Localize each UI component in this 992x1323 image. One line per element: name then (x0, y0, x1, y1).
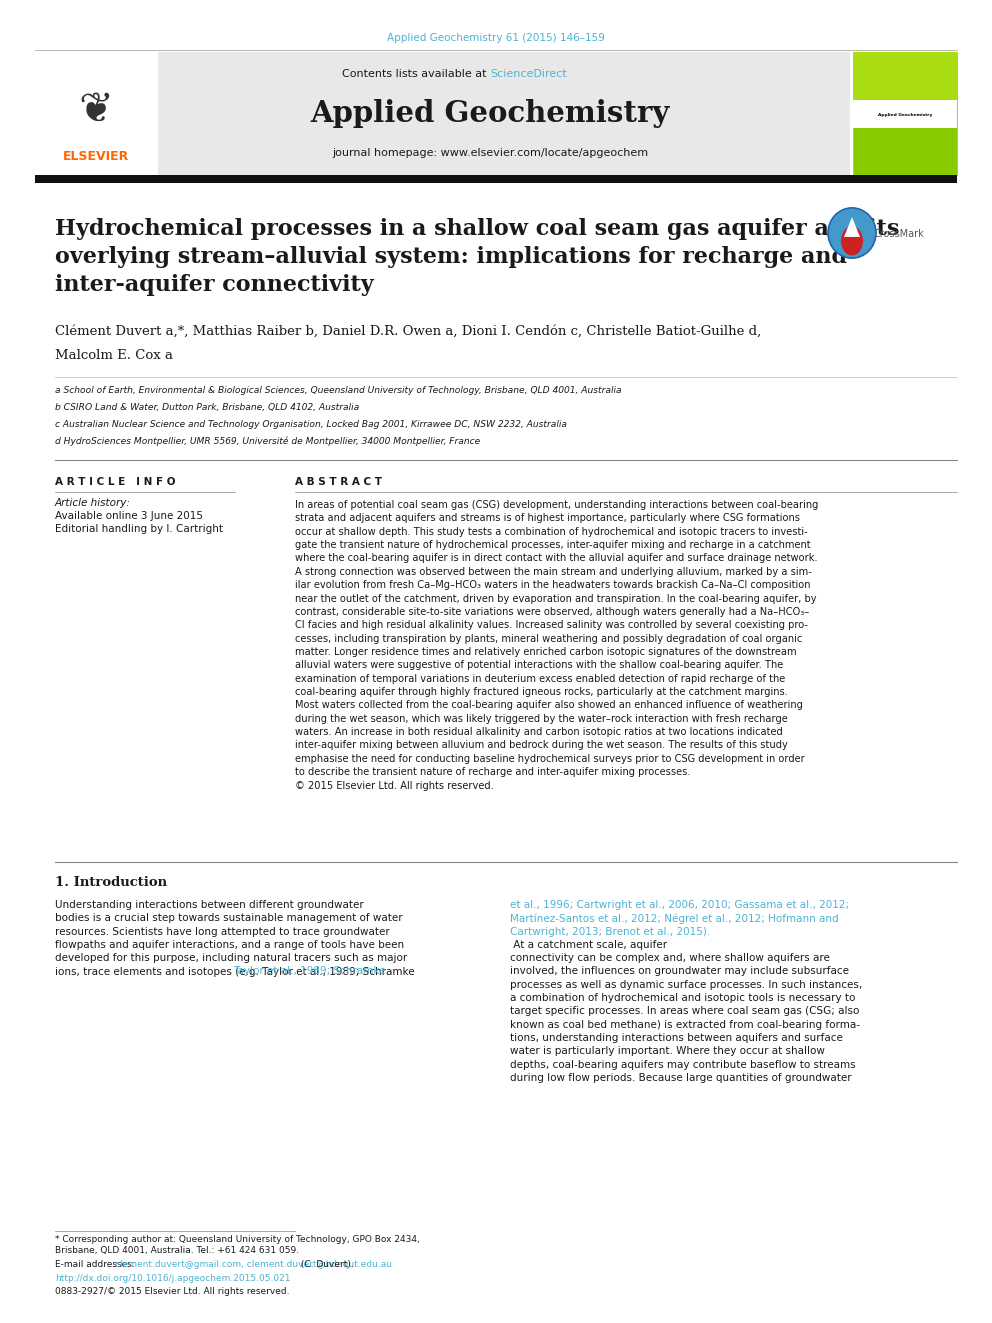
Text: Taylor et al., 1989; Schramke: Taylor et al., 1989; Schramke (233, 966, 386, 976)
Text: Available online 3 June 2015: Available online 3 June 2015 (55, 511, 203, 521)
Polygon shape (844, 217, 860, 237)
Text: clement.duvert@gmail.com, clement.duvert@hdr.qut.edu.au: clement.duvert@gmail.com, clement.duvert… (115, 1259, 392, 1269)
Text: * Corresponding author at: Queensland University of Technology, GPO Box 2434,
Br: * Corresponding author at: Queensland Un… (55, 1234, 420, 1256)
Ellipse shape (828, 208, 876, 258)
Text: ELSEVIER: ELSEVIER (62, 151, 129, 164)
Text: Article history:: Article history: (55, 497, 131, 508)
Text: d HydroSciences Montpellier, UMR 5569, Université de Montpellier, 34000 Montpell: d HydroSciences Montpellier, UMR 5569, U… (55, 437, 480, 446)
Text: CrossMark: CrossMark (873, 229, 924, 239)
Text: Applied Geochemistry: Applied Geochemistry (878, 112, 932, 116)
Bar (35, 175, 957, 183)
Text: Contents lists available at: Contents lists available at (342, 69, 490, 79)
Text: Hydrochemical processes in a shallow coal seam gas aquifer and its
overlying str: Hydrochemical processes in a shallow coa… (55, 218, 900, 296)
Text: Applied Geochemistry: Applied Geochemistry (310, 98, 670, 127)
Text: Malcolm E. Cox a: Malcolm E. Cox a (55, 349, 173, 363)
Text: Understanding interactions between different groundwater
bodies is a crucial ste: Understanding interactions between diffe… (55, 900, 415, 976)
Text: In areas of potential coal seam gas (CSG) development, understanding interaction: In areas of potential coal seam gas (CSG… (295, 500, 818, 791)
Text: http://dx.doi.org/10.1016/j.apgeochem.2015.05.021: http://dx.doi.org/10.1016/j.apgeochem.20… (55, 1274, 291, 1283)
Text: a School of Earth, Environmental & Biological Sciences, Queensland University of: a School of Earth, Environmental & Biolo… (55, 386, 622, 396)
Text: Editorial handling by I. Cartright: Editorial handling by I. Cartright (55, 524, 223, 534)
Text: ❦: ❦ (78, 89, 113, 131)
Text: E-mail addresses:: E-mail addresses: (55, 1259, 138, 1269)
Text: Clément Duvert a,*, Matthias Raiber b, Daniel D.R. Owen a, Dioni I. Cendón c, Ch: Clément Duvert a,*, Matthias Raiber b, D… (55, 325, 761, 337)
Bar (853, 52, 957, 101)
Text: A R T I C L E   I N F O: A R T I C L E I N F O (55, 478, 176, 487)
Text: et al., 1996; Cartwright et al., 2006, 2010; Gassama et al., 2012;
Martínez-Sant: et al., 1996; Cartwright et al., 2006, 2… (510, 900, 849, 938)
Text: ScienceDirect: ScienceDirect (490, 69, 566, 79)
Text: 1. Introduction: 1. Introduction (55, 876, 167, 889)
Bar (853, 101, 957, 128)
Text: Applied Geochemistry 61 (2015) 146–159: Applied Geochemistry 61 (2015) 146–159 (387, 33, 605, 44)
Text: At a catchment scale, aquifer
connectivity can be complex and, where shallow aqu: At a catchment scale, aquifer connectivi… (510, 939, 862, 1084)
Bar (853, 52, 957, 175)
Ellipse shape (841, 226, 863, 255)
Text: 0883-2927/© 2015 Elsevier Ltd. All rights reserved.: 0883-2927/© 2015 Elsevier Ltd. All right… (55, 1287, 290, 1297)
Text: (C. Duvert).: (C. Duvert). (298, 1259, 354, 1269)
Text: b CSIRO Land & Water, Dutton Park, Brisbane, QLD 4102, Australia: b CSIRO Land & Water, Dutton Park, Brisb… (55, 404, 359, 411)
Text: journal homepage: www.elsevier.com/locate/apgeochem: journal homepage: www.elsevier.com/locat… (332, 148, 648, 157)
Text: c Australian Nuclear Science and Technology Organisation, Locked Bag 2001, Kirra: c Australian Nuclear Science and Technol… (55, 419, 567, 429)
Bar (35, 52, 158, 175)
Bar (35, 52, 850, 175)
Text: A B S T R A C T: A B S T R A C T (295, 478, 382, 487)
